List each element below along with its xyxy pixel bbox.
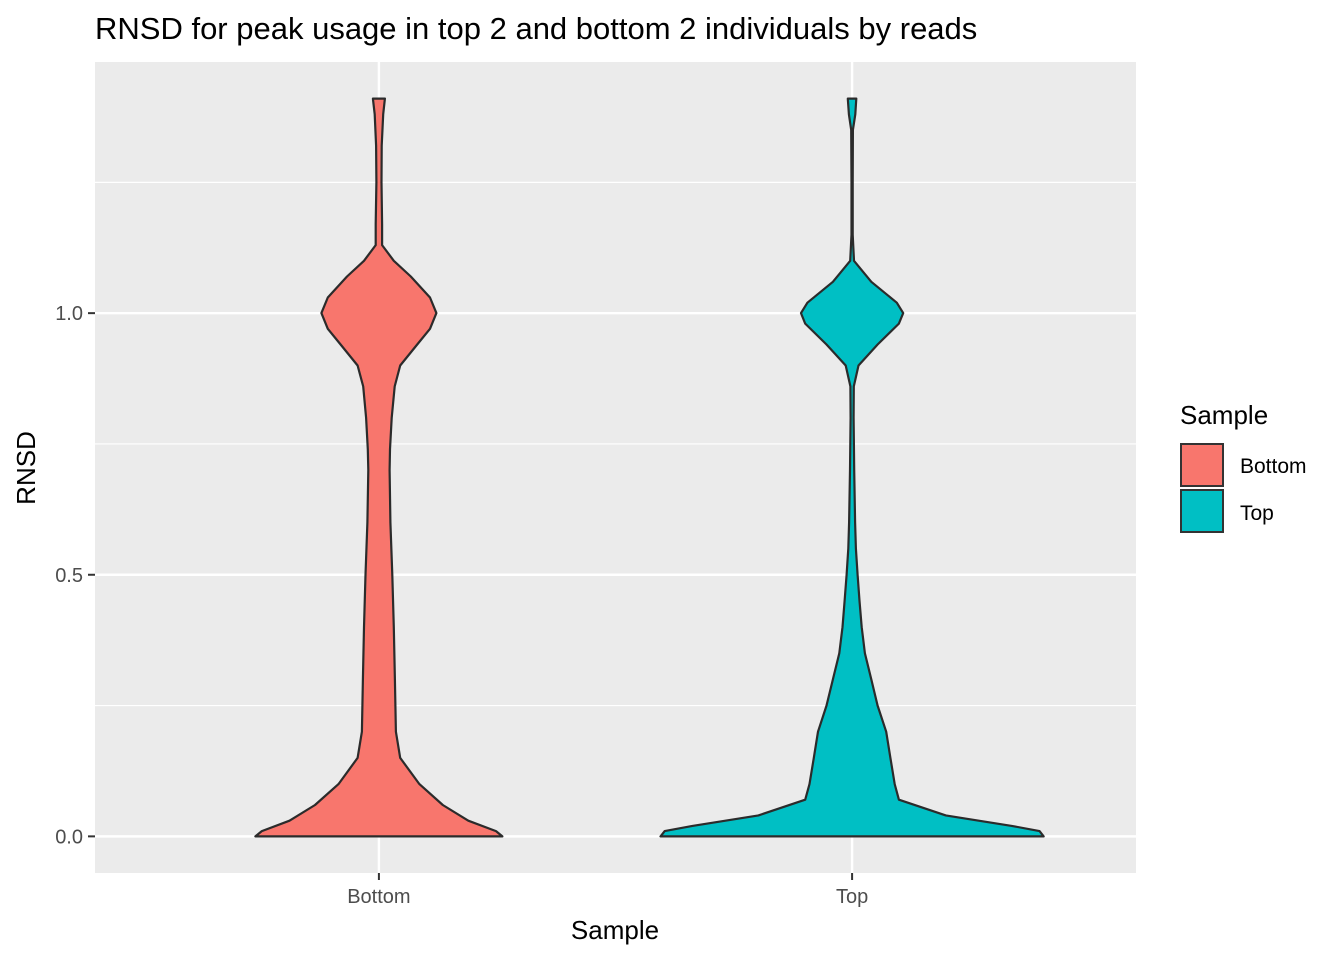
legend-label-top: Top [1240,502,1274,525]
y-tick-label: 1.0 [55,303,83,325]
chart-title: RNSD for peak usage in top 2 and bottom … [95,11,977,46]
x-tick-label: Top [836,886,868,908]
legend-label-bottom: Bottom [1240,455,1307,478]
y-tick-label: 0.5 [55,565,83,587]
violin-bottom [254,97,504,838]
y-tick-label: 0.0 [55,826,83,848]
legend-key-bottom [1180,443,1224,487]
legend: Sample Bottom Top [1180,400,1307,533]
legend-title: Sample [1180,400,1268,430]
x-tick-label: Bottom [347,886,410,908]
violins [254,97,1045,838]
y-axis-title: RNSD [11,431,41,505]
legend-key-top [1180,489,1224,533]
axes: 0.0 0.5 1.0 Bottom Top [55,303,868,908]
x-axis-title: Sample [571,915,659,945]
plot-panel [95,62,1136,873]
violin-top [659,97,1045,838]
